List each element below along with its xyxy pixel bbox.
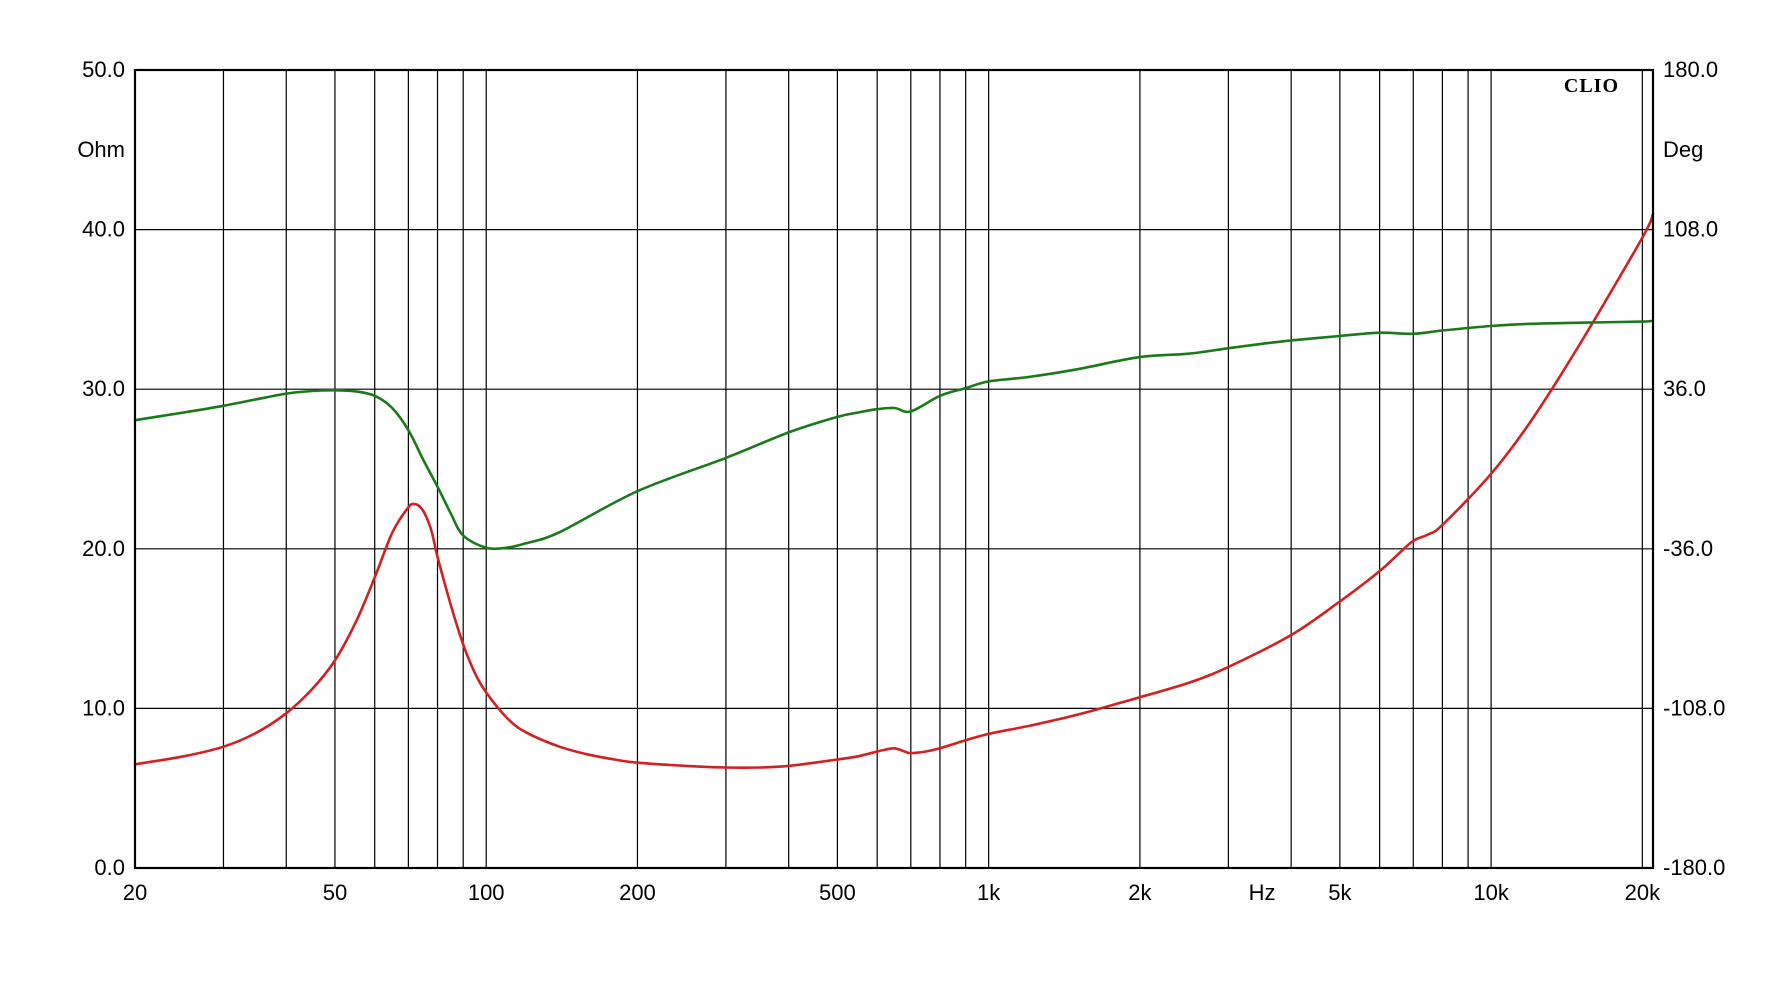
clio-brand-label: CLIO xyxy=(1564,75,1619,97)
x-tick-label: 1k xyxy=(977,880,1001,905)
y-left-tick-label: 30.0 xyxy=(82,376,125,401)
y-right-tick-label: 108.0 xyxy=(1663,217,1718,242)
y-left-tick-label: 40.0 xyxy=(82,217,125,242)
y-left-tick-label: 20.0 xyxy=(82,536,125,561)
y-left-unit-label: Ohm xyxy=(77,137,125,162)
y-right-tick-label: 180.0 xyxy=(1663,57,1718,82)
x-tick-label: 500 xyxy=(819,880,856,905)
y-right-tick-label: 36.0 xyxy=(1663,376,1706,401)
y-right-tick-label: -108.0 xyxy=(1663,695,1725,720)
impedance-series-line xyxy=(133,212,1655,769)
series-lines xyxy=(133,212,1655,769)
x-tick-label: 200 xyxy=(619,880,656,905)
x-tick-label: 5k xyxy=(1328,880,1352,905)
y-left-tick-label: 50.0 xyxy=(82,57,125,82)
x-tick-label: 2k xyxy=(1128,880,1152,905)
y-right-tick-label: -180.0 xyxy=(1663,855,1725,880)
y-left-tick-label: 0.0 xyxy=(94,855,125,880)
plot-frame xyxy=(133,68,1655,870)
x-tick-label: 20k xyxy=(1625,880,1661,905)
y-right-tick-label: -36.0 xyxy=(1663,536,1713,561)
axis-labels: 0.0 10.0 20.0 30.0 40.0 50.0 -180.0 -108.0 -36.0… xyxy=(77,57,1725,905)
x-tick-label: 20 xyxy=(123,880,147,905)
x-tick-label: 100 xyxy=(468,880,505,905)
y-left-tick-label: 10.0 xyxy=(82,695,125,720)
phase-series-line xyxy=(133,319,1655,551)
x-tick-label: 50 xyxy=(323,880,347,905)
y-right-unit-label: Deg xyxy=(1663,137,1703,162)
x-unit-label: Hz xyxy=(1249,880,1276,905)
x-tick-label: 10k xyxy=(1473,880,1509,905)
